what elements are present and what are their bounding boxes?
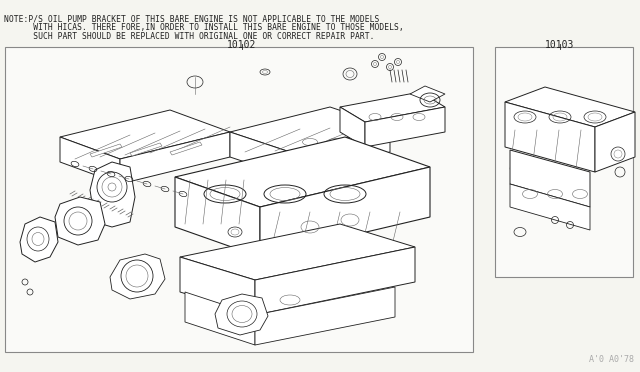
Polygon shape xyxy=(260,167,430,257)
Polygon shape xyxy=(110,254,165,299)
Polygon shape xyxy=(340,92,445,122)
Polygon shape xyxy=(255,287,395,345)
Polygon shape xyxy=(505,87,635,127)
Polygon shape xyxy=(510,184,590,230)
Polygon shape xyxy=(595,112,635,172)
Polygon shape xyxy=(90,144,122,157)
Polygon shape xyxy=(20,217,58,262)
Polygon shape xyxy=(505,102,595,172)
Text: NOTE:P/S OIL PUMP BRACKET OF THIS BARE ENGINE IS NOT APPLICABLE TO THE MODELS: NOTE:P/S OIL PUMP BRACKET OF THIS BARE E… xyxy=(4,14,380,23)
Polygon shape xyxy=(180,224,415,280)
Polygon shape xyxy=(60,137,120,184)
Polygon shape xyxy=(175,137,430,207)
Text: WITH HICAS. THERE FORE,IN ORDER TO INSTALL THIS BARE ENGINE TO THOSE MODELS,: WITH HICAS. THERE FORE,IN ORDER TO INSTA… xyxy=(4,23,404,32)
Polygon shape xyxy=(185,292,255,345)
Bar xyxy=(495,47,633,277)
Text: SUCH PART SHOULD BE REPLACED WITH ORIGINAL ONE OR CORRECT REPAIR PART.: SUCH PART SHOULD BE REPLACED WITH ORIGIN… xyxy=(4,32,374,41)
Polygon shape xyxy=(340,107,365,147)
Polygon shape xyxy=(255,247,415,315)
Text: 10102: 10102 xyxy=(227,40,257,50)
Polygon shape xyxy=(60,110,230,159)
Polygon shape xyxy=(55,197,105,245)
Polygon shape xyxy=(120,132,230,184)
Polygon shape xyxy=(290,127,390,177)
Text: A'0 A0'78: A'0 A0'78 xyxy=(589,355,634,364)
Polygon shape xyxy=(510,150,590,207)
Text: 10103: 10103 xyxy=(545,40,575,50)
Polygon shape xyxy=(180,257,255,315)
Polygon shape xyxy=(215,294,268,335)
Bar xyxy=(5,47,473,352)
Polygon shape xyxy=(365,107,445,147)
Polygon shape xyxy=(230,107,390,152)
Polygon shape xyxy=(410,86,445,102)
Polygon shape xyxy=(175,177,260,257)
Polygon shape xyxy=(230,132,290,177)
Polygon shape xyxy=(90,162,135,227)
Polygon shape xyxy=(130,143,162,156)
Polygon shape xyxy=(170,142,202,155)
